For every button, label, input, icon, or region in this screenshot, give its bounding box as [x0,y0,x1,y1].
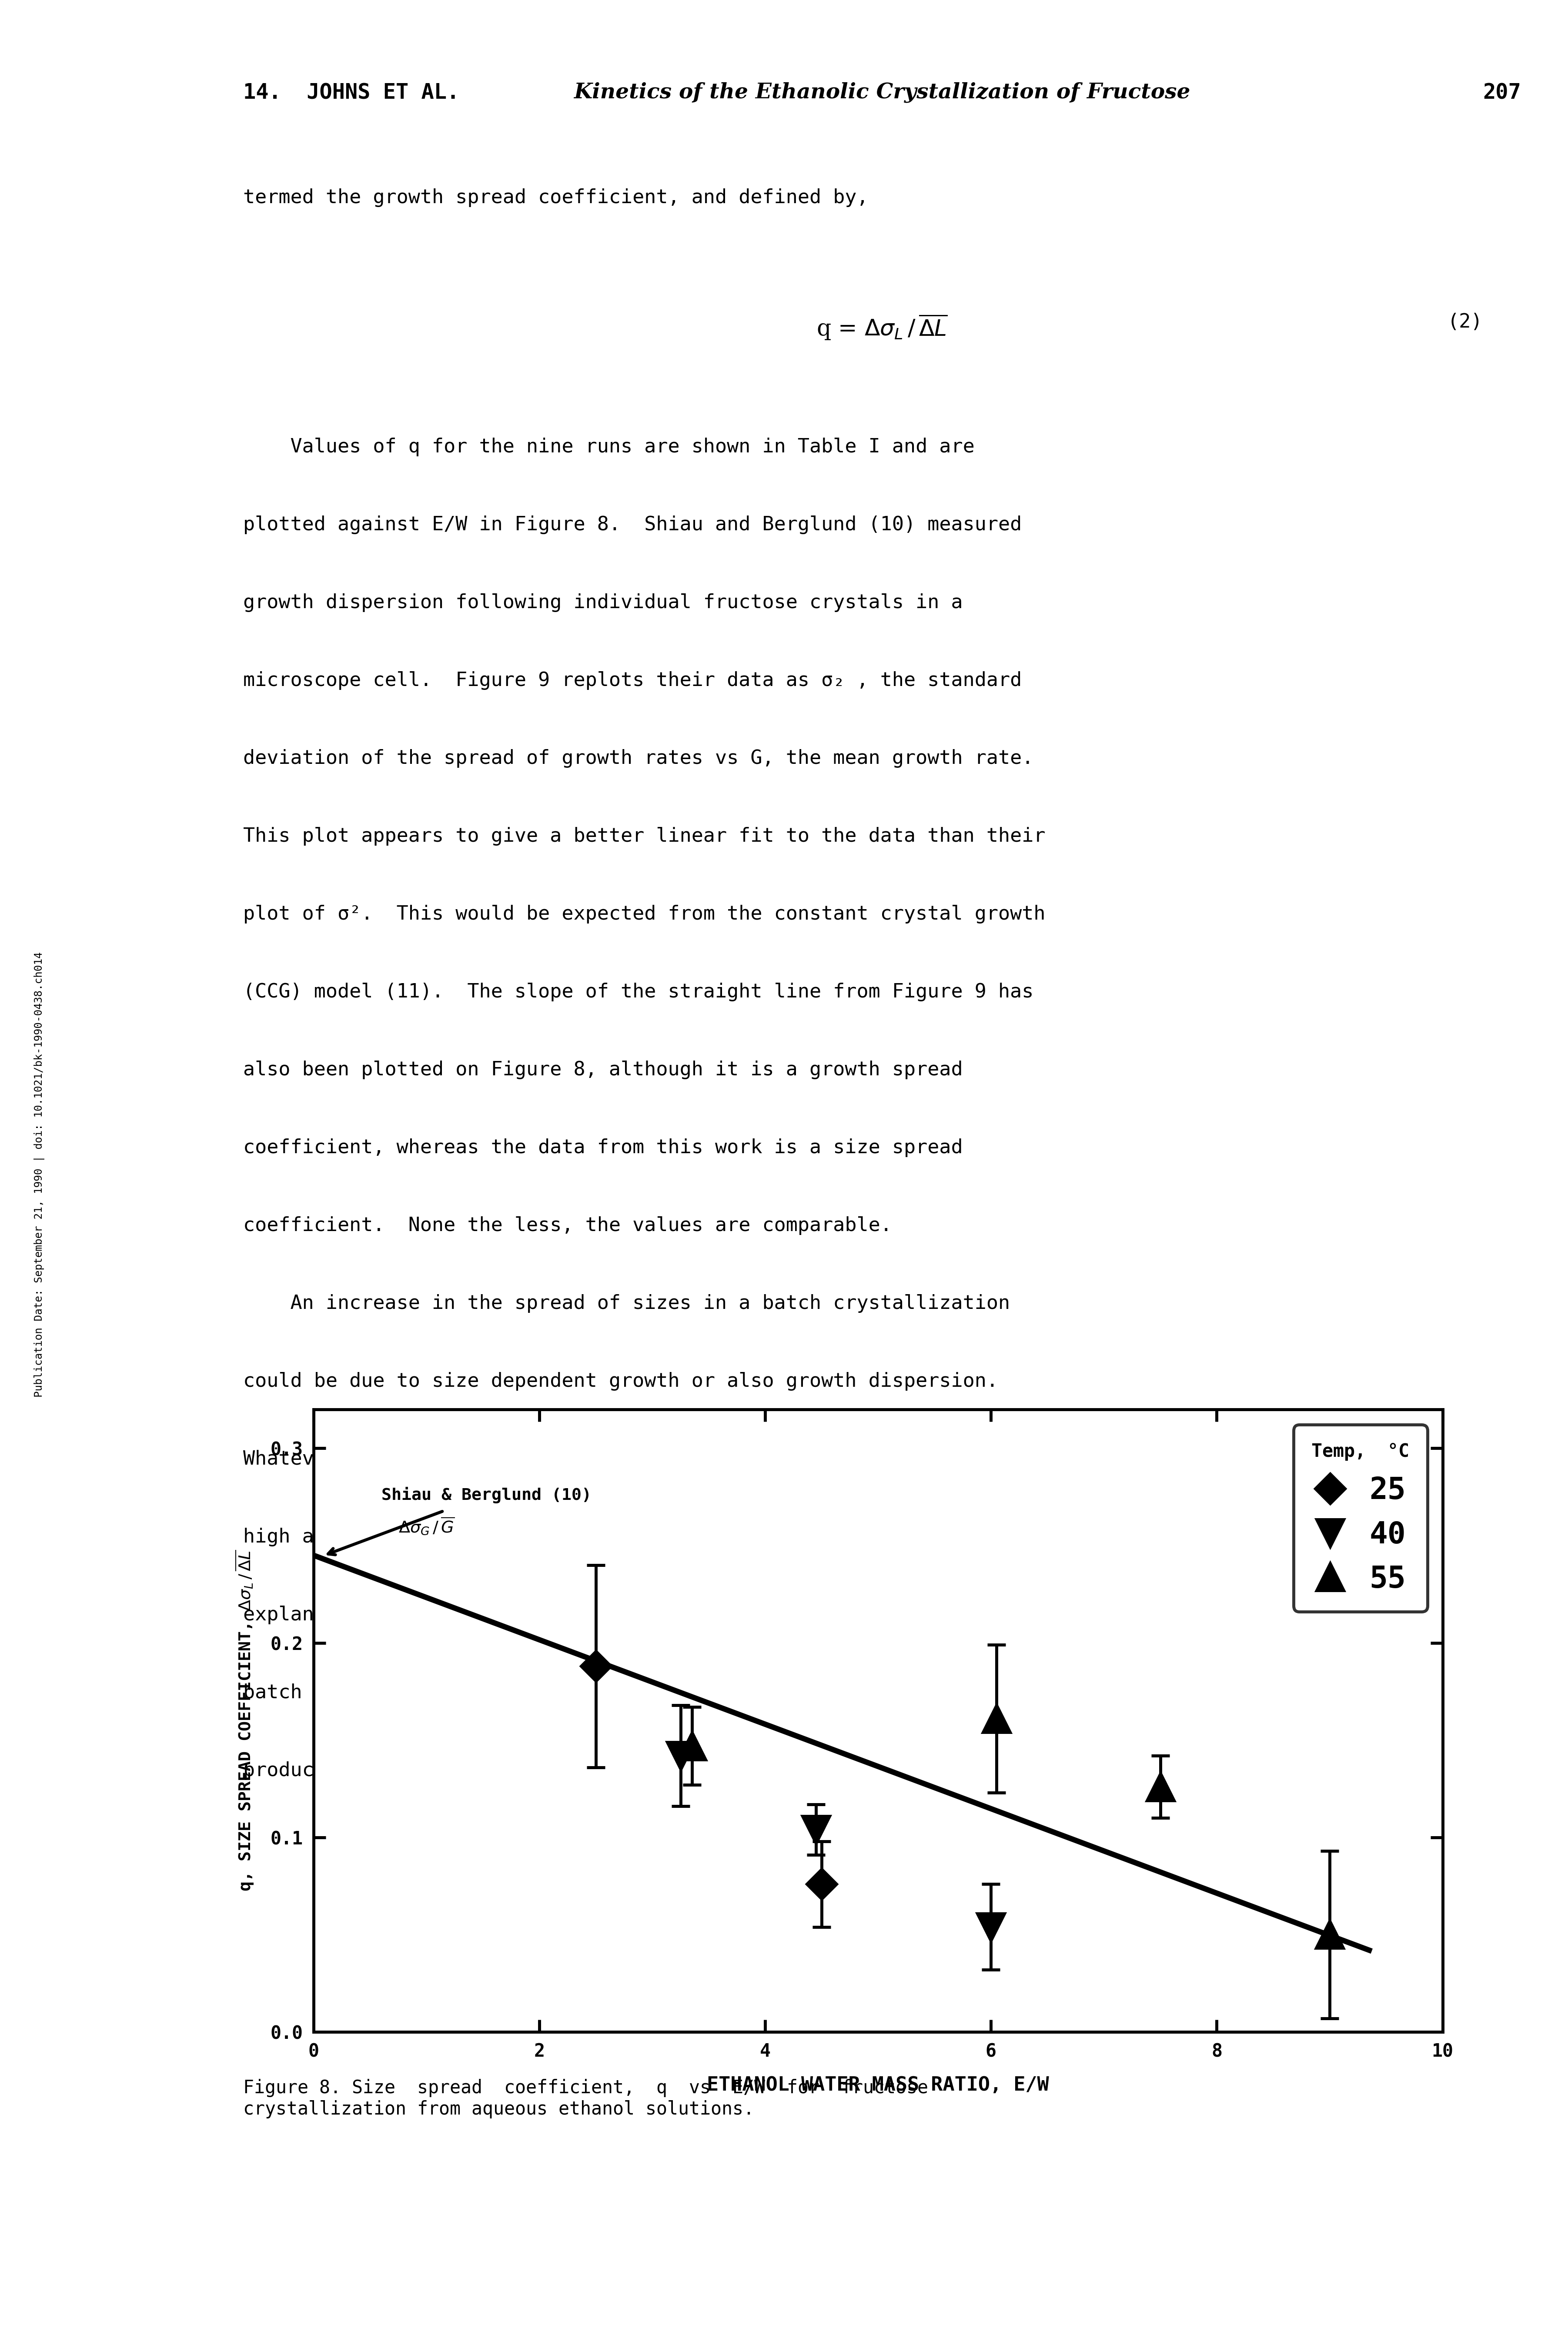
Text: coefficient, whereas the data from this work is a size spread: coefficient, whereas the data from this … [243,1139,963,1158]
Text: Shiau & Berglund (10): Shiau & Berglund (10) [328,1487,591,1555]
Legend: 25, 40, 55: 25, 40, 55 [1294,1423,1427,1611]
Text: product than from aqueous solution.: product than from aqueous solution. [243,1762,655,1781]
Text: q = $\Delta\sigma_L\,/\,\overline{\Delta L}$: q = $\Delta\sigma_L\,/\,\overline{\Delta… [817,312,947,341]
Text: Kinetics of the Ethanolic Crystallization of Fructose: Kinetics of the Ethanolic Crystallizatio… [574,82,1190,103]
X-axis label: ETHANOL WATER MASS RATIO, E/W: ETHANOL WATER MASS RATIO, E/W [707,2077,1049,2095]
Text: Figure 8. Size  spread  coefficient,  q  vs  E/W  for  fructose
crystallization : Figure 8. Size spread coefficient, q vs … [243,2079,928,2119]
Text: plotted against E/W in Figure 8.  Shiau and Berglund (10) measured: plotted against E/W in Figure 8. Shiau a… [243,514,1022,533]
Text: This plot appears to give a better linear fit to the data than their: This plot appears to give a better linea… [243,827,1046,846]
Text: microscope cell.  Figure 9 replots their data as σ₂ , the standard: microscope cell. Figure 9 replots their … [243,672,1022,691]
Text: high alcohol content crystallizations.  There seems to be no current: high alcohol content crystallizations. T… [243,1527,1046,1546]
Text: deviation of the spread of growth rates vs G, the mean growth rate.: deviation of the spread of growth rates … [243,749,1033,768]
Text: $\Delta\sigma_G\,/\,\overline{G}$: $\Delta\sigma_G\,/\,\overline{G}$ [398,1515,455,1536]
Text: plot of σ².  This would be expected from the constant crystal growth: plot of σ². This would be expected from … [243,904,1046,923]
Y-axis label: q, SIZE SPREAD COEFFICIENT, $\Delta\sigma_L\,/\,\overline{\Delta L}$: q, SIZE SPREAD COEFFICIENT, $\Delta\sigm… [234,1550,256,1891]
Text: termed the growth spread coefficient, and defined by,: termed the growth spread coefficient, an… [243,188,869,207]
Text: Whatever the cause, the spreading decreases substantially for the: Whatever the cause, the spreading decrea… [243,1449,1010,1468]
Text: batch growth from alcoholic solutions should give a more uniform: batch growth from alcoholic solutions sh… [243,1684,999,1703]
Text: 14.  JOHNS ET AL.: 14. JOHNS ET AL. [243,82,459,103]
Text: also been plotted on Figure 8, although it is a growth spread: also been plotted on Figure 8, although … [243,1059,963,1078]
Text: explanation for this effect.  In practical terms, this means that: explanation for this effect. In practica… [243,1607,1010,1623]
Text: (CCG) model (11).  The slope of the straight line from Figure 9 has: (CCG) model (11). The slope of the strai… [243,982,1033,1001]
Text: 207: 207 [1483,82,1521,103]
Text: coefficient.  None the less, the values are comparable.: coefficient. None the less, the values a… [243,1217,892,1236]
Text: Values of q for the nine runs are shown in Table I and are: Values of q for the nine runs are shown … [243,437,975,456]
Text: growth dispersion following individual fructose crystals in a: growth dispersion following individual f… [243,594,963,613]
Text: could be due to size dependent growth or also growth dispersion.: could be due to size dependent growth or… [243,1372,999,1391]
Text: Publication Date: September 21, 1990 | doi: 10.1021/bk-1990-0438.ch014: Publication Date: September 21, 1990 | d… [34,951,44,1398]
Text: An increase in the spread of sizes in a batch crystallization: An increase in the spread of sizes in a … [243,1294,1010,1313]
Text: (2): (2) [1447,312,1483,331]
